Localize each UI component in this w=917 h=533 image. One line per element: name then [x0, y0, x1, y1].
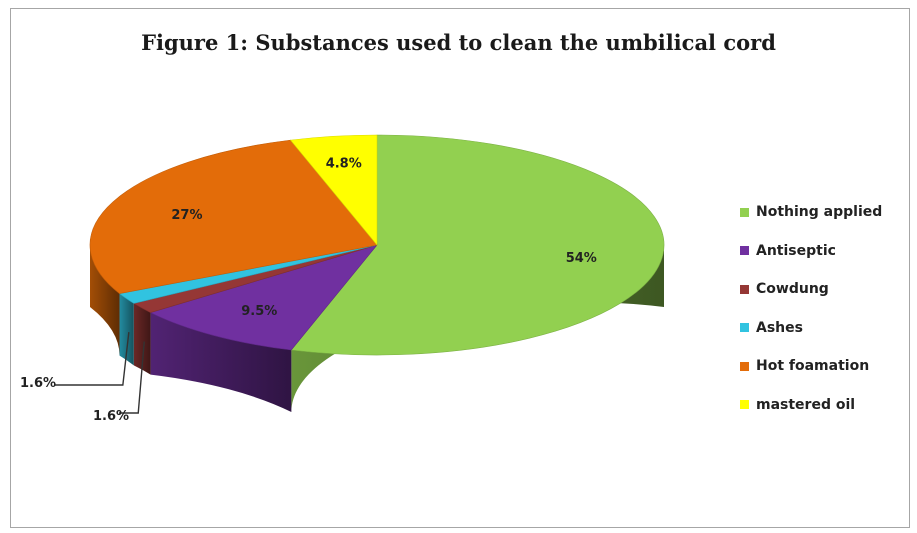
- data-label-3: 1.6%: [20, 376, 56, 391]
- legend-label: Ashes: [756, 319, 803, 336]
- pie-slice-5: [289, 134, 378, 246]
- legend-label: Nothing applied: [756, 204, 883, 221]
- leader-line-3: [54, 332, 130, 386]
- legend-swatch: [740, 400, 749, 410]
- data-label-1: 9.5%: [241, 304, 277, 319]
- legend: Nothing applied Antiseptic Cowdung Ashes Hot…: [740, 193, 910, 424]
- pie-slice-0: [290, 134, 665, 356]
- legend-item: Ashes: [740, 309, 910, 348]
- pie-slice-side-2: [133, 303, 151, 375]
- legend-swatch: [740, 207, 749, 217]
- legend-label: mastered oil: [756, 396, 856, 413]
- legend-swatch: [740, 246, 749, 256]
- legend-label: Cowdung: [756, 281, 829, 298]
- data-label-0: 54%: [566, 251, 597, 266]
- legend-swatch: [740, 361, 749, 371]
- legend-item: mastered oil: [740, 386, 910, 425]
- pie-slice-4: [89, 139, 378, 294]
- legend-label: Antiseptic: [756, 242, 836, 259]
- legend-item: Hot foamation: [740, 347, 910, 386]
- legend-item: Nothing applied: [740, 193, 910, 232]
- leader-line-2: [119, 341, 145, 414]
- legend-label: Hot foamation: [756, 358, 870, 375]
- data-label-4: 27%: [171, 208, 202, 223]
- chart-title: Figure 1: Substances used to clean the u…: [141, 30, 776, 55]
- legend-item: Cowdung: [740, 270, 910, 309]
- pie-slice-side-3: [119, 293, 134, 366]
- data-label-2: 1.6%: [93, 409, 129, 424]
- pie-slice-1: [149, 244, 378, 351]
- data-label-5: 4.8%: [326, 156, 362, 171]
- legend-swatch: [740, 323, 749, 333]
- legend-swatch: [740, 284, 749, 294]
- legend-item: Antiseptic: [740, 232, 910, 271]
